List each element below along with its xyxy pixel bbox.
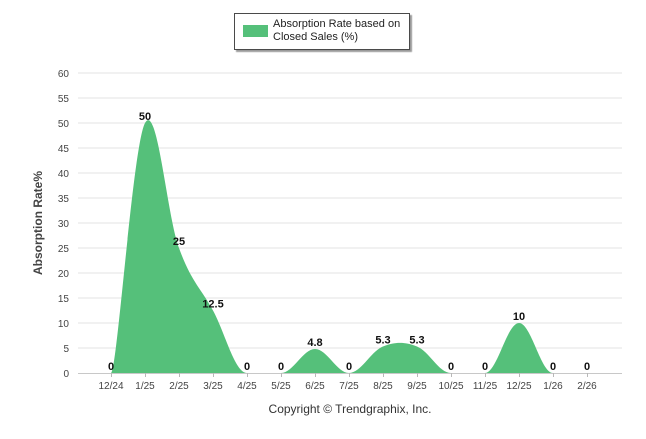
x-tick-label: 8/25 xyxy=(373,381,393,392)
y-tick-label: 20 xyxy=(58,269,70,280)
x-tick-label: 2/25 xyxy=(169,381,189,392)
label-layer: 0 50 25 12.5 0 0 4.8 0 5.3 5.3 0 0 10 0 0 xyxy=(108,111,590,373)
y-tick-label: 0 xyxy=(63,369,69,380)
area-layer xyxy=(111,120,587,373)
y-tick-label: 35 xyxy=(58,194,70,205)
x-tick-label: 5/25 xyxy=(271,381,291,392)
data-label: 0 xyxy=(346,361,352,373)
data-label: 0 xyxy=(550,361,556,373)
data-label: 5.3 xyxy=(409,335,424,347)
y-tick-label: 25 xyxy=(58,244,70,255)
y-tick-label: 60 xyxy=(58,69,70,80)
data-label: 10 xyxy=(513,311,525,323)
legend: Absorption Rate based on Closed Sales (%… xyxy=(234,13,410,50)
data-label: 0 xyxy=(244,361,250,373)
y-axis-title: Absorption Rate% xyxy=(31,171,45,275)
x-tick-label: 1/25 xyxy=(135,381,155,392)
x-tick-label: 6/25 xyxy=(305,381,325,392)
data-label: 0 xyxy=(584,361,590,373)
data-label: 0 xyxy=(482,361,488,373)
y-tick-label: 5 xyxy=(63,344,69,355)
x-tick-label: 3/25 xyxy=(203,381,223,392)
legend-label: Absorption Rate based on Closed Sales (%… xyxy=(273,18,401,43)
data-label: 4.8 xyxy=(307,337,322,349)
data-label: 0 xyxy=(108,361,114,373)
x-tick-label: 9/25 xyxy=(407,381,427,392)
y-tick-label: 45 xyxy=(58,144,70,155)
x-tick-label: 7/25 xyxy=(339,381,359,392)
y-tick-label: 50 xyxy=(58,119,70,130)
x-tick-label: 11/25 xyxy=(473,381,498,392)
data-label: 0 xyxy=(448,361,454,373)
data-label: 5.3 xyxy=(375,335,390,347)
x-tick-label: 4/25 xyxy=(237,381,257,392)
axis-layer: 0 5 10 15 20 25 30 35 40 45 50 55 60 12/24 1/25 2/25 3/2… xyxy=(58,69,622,392)
data-label: 50 xyxy=(139,111,151,123)
x-tick-label: 1/26 xyxy=(543,381,563,392)
y-tick-label: 40 xyxy=(58,169,70,180)
x-tick-label: 10/25 xyxy=(438,381,463,392)
y-tick-label: 55 xyxy=(58,94,70,105)
copyright-footer: Copyright © Trendgraphix, Inc. xyxy=(268,402,432,416)
y-tick-label: 10 xyxy=(58,319,70,330)
data-label: 0 xyxy=(278,361,284,373)
series-area xyxy=(111,120,587,373)
y-tick-label: 30 xyxy=(58,219,70,230)
data-label: 25 xyxy=(173,236,185,248)
data-label: 12.5 xyxy=(202,299,223,311)
y-tick-label: 15 xyxy=(58,294,70,305)
x-tick-label: 12/25 xyxy=(506,381,531,392)
legend-swatch xyxy=(243,25,268,37)
x-tick-label: 2/26 xyxy=(577,381,597,392)
x-tick-label: 12/24 xyxy=(98,381,123,392)
